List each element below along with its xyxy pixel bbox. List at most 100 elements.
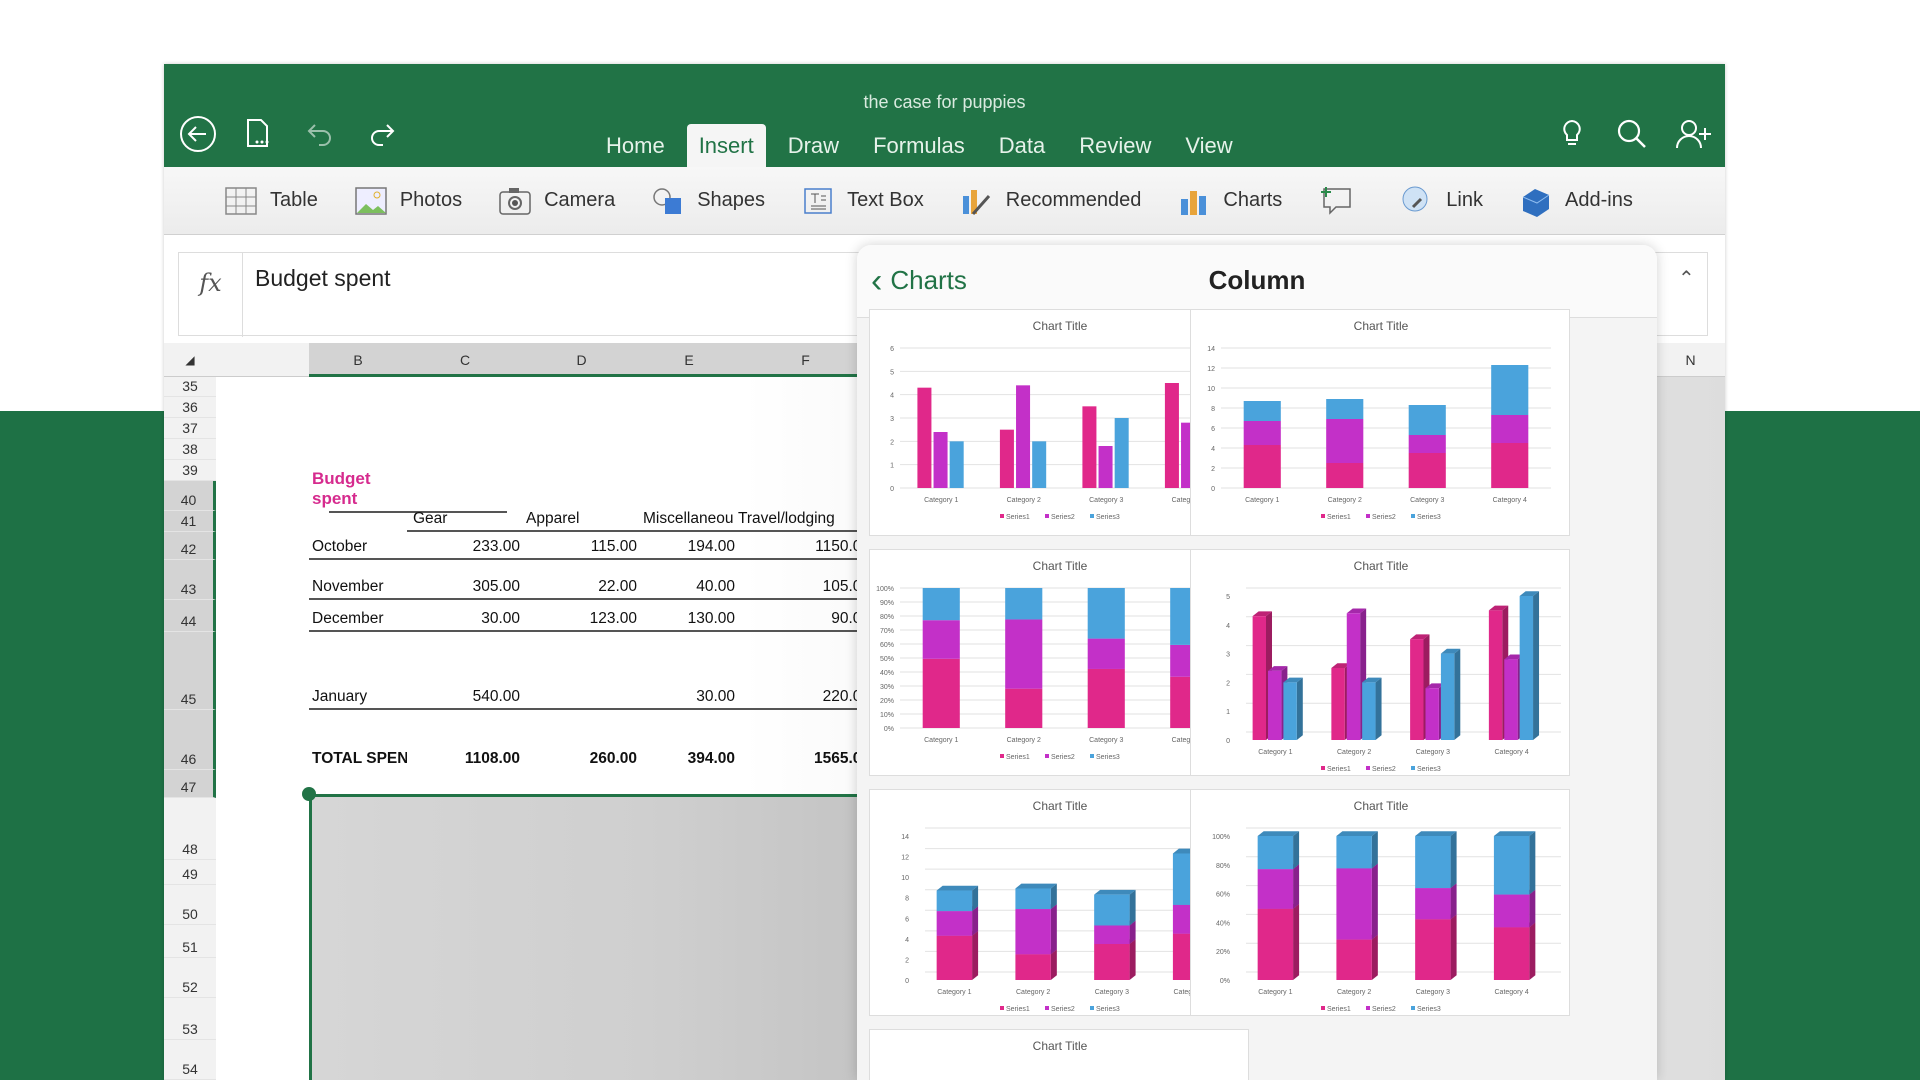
bar-series2-3 xyxy=(1098,446,1113,488)
undo-icon[interactable] xyxy=(300,114,340,154)
add-ins-button[interactable]: Add-ins xyxy=(1519,186,1633,217)
chart-option-percent[interactable]: Chart Title 0% 10% 20% 30% 40% 50% 60% 70% 80% 90%… xyxy=(869,549,1249,776)
shapes-icon xyxy=(651,186,685,216)
title-underline xyxy=(329,511,507,513)
chart-option-stacked[interactable]: Chart Title 0 2 4 6 8 10 12 14 Category 1 Category… xyxy=(1190,309,1570,536)
chart-option-percent-3d[interactable]: Chart Title 0% 20% 40% 60% 80% 100% Category 1 C… xyxy=(1190,789,1570,1016)
row-header-40[interactable]: 40 xyxy=(164,481,216,511)
lightbulb-icon[interactable] xyxy=(1552,114,1592,154)
cell-value: 105.00 xyxy=(738,560,873,600)
tab-view[interactable]: View xyxy=(1185,133,1233,158)
bar-series2-2 xyxy=(1015,909,1051,955)
column-header-d[interactable]: D xyxy=(523,343,640,377)
bar-series1-2 xyxy=(999,429,1014,488)
bar-side xyxy=(1050,949,1057,980)
bar-series2-2 xyxy=(1336,868,1372,940)
bar-top xyxy=(1015,883,1057,889)
row-header-43[interactable]: 43 xyxy=(164,560,216,600)
legend-swatch xyxy=(1321,766,1325,770)
redo-icon[interactable] xyxy=(362,114,402,154)
column-header-b[interactable]: B xyxy=(309,343,407,377)
bar-series3-1 xyxy=(1243,401,1281,421)
row-header-45[interactable]: 45 xyxy=(164,632,216,710)
link-button[interactable]: Link xyxy=(1400,186,1483,216)
tab-review[interactable]: Review xyxy=(1079,133,1152,158)
row-header-41[interactable]: 41 xyxy=(164,511,216,532)
row-header-42[interactable]: 42 xyxy=(164,532,216,560)
bar-side xyxy=(1371,831,1378,869)
bar-top xyxy=(1252,611,1273,617)
search-icon[interactable] xyxy=(1612,114,1652,154)
fx-icon[interactable]: fx xyxy=(179,253,243,337)
bar-series2-1 xyxy=(1243,421,1281,445)
bar-series2-1 xyxy=(933,432,948,488)
cell-value: 22.00 xyxy=(523,560,640,600)
formula-input[interactable]: Budget spent xyxy=(255,265,391,291)
row-header-53[interactable]: 53 xyxy=(164,998,216,1040)
legend-swatch xyxy=(1090,1006,1094,1010)
back-to-charts-button[interactable]: ‹ Charts xyxy=(871,264,967,298)
text-box-button[interactable]: Text Box xyxy=(801,186,924,216)
photos-button[interactable]: Photos xyxy=(354,186,462,216)
collapse-chevron-icon[interactable]: ⌃ xyxy=(1678,268,1695,290)
y-tick-label: 1 xyxy=(1226,709,1230,716)
recommended-button[interactable]: Recommended xyxy=(960,186,1141,216)
y-tick-label: 12 xyxy=(1207,366,1215,373)
column-header-f[interactable]: F xyxy=(738,343,873,377)
row-header-54[interactable]: 54 xyxy=(164,1040,216,1080)
tab-draw[interactable]: Draw xyxy=(787,133,840,158)
row-header-48[interactable]: 48 xyxy=(164,798,216,860)
column-header-c[interactable]: C xyxy=(407,343,523,377)
row-header-49[interactable]: 49 xyxy=(164,860,216,885)
tab-home[interactable]: Home xyxy=(606,133,665,158)
row-header-44[interactable]: 44 xyxy=(164,600,216,632)
charts-button[interactable]: Charts xyxy=(1177,186,1282,216)
x-tick-label: Category 3 xyxy=(1095,989,1129,996)
row-header-36[interactable]: 36 xyxy=(164,397,216,418)
row-header-50[interactable]: 50 xyxy=(164,885,216,925)
selection-handle-top-left[interactable] xyxy=(302,787,316,801)
file-icon[interactable] xyxy=(238,114,278,154)
cell-value: 90.00 xyxy=(738,600,873,632)
total-value: 1108.00 xyxy=(464,750,520,767)
y-tick-label: 8 xyxy=(1211,406,1215,413)
row-header-52[interactable]: 52 xyxy=(164,958,216,998)
camera-button[interactable]: Camera xyxy=(498,186,615,216)
cell-value: 40.00 xyxy=(640,560,738,600)
insert-toolbar: Table Photos Camera Shapes Text Box Recommend… xyxy=(164,167,1725,235)
tab-formulas[interactable]: Formulas xyxy=(873,133,965,158)
row-header-38[interactable]: 38 xyxy=(164,439,216,460)
back-icon[interactable] xyxy=(178,114,218,154)
legend-swatch xyxy=(1411,514,1415,518)
row-header-35[interactable]: 35 xyxy=(164,377,216,397)
bar-series1-1 xyxy=(922,658,960,728)
camera-icon xyxy=(498,186,532,216)
bar-series2-3 xyxy=(1408,435,1446,453)
legend-label: Series1 xyxy=(1327,514,1351,521)
column-header-n[interactable]: N xyxy=(1656,343,1725,377)
chart-option-clustered-3d[interactable]: Chart Title 0 1 2 3 4 5 Category 1 Category 2 Cat… xyxy=(1190,549,1570,776)
y-tick-label: 0% xyxy=(1220,978,1230,985)
bar-series1-3 xyxy=(1408,453,1446,488)
shapes-button[interactable]: Shapes xyxy=(651,186,765,216)
chart-option-partial[interactable]: Chart Title xyxy=(869,1029,1249,1080)
bar-series3-4 xyxy=(1519,596,1534,740)
chart-title: Chart Title xyxy=(1354,799,1409,813)
tab-data[interactable]: Data xyxy=(998,133,1046,158)
row-header-51[interactable]: 51 xyxy=(164,925,216,958)
chart-option-clustered[interactable]: Chart Title 0 1 2 3 4 5 6 Category 1 Category 2 Ca… xyxy=(869,309,1249,536)
row-header-37[interactable]: 37 xyxy=(164,418,216,439)
table-button[interactable]: Table xyxy=(224,186,318,216)
x-tick-label: Category 2 xyxy=(1328,497,1362,504)
row-header-46[interactable]: 46 xyxy=(164,710,216,770)
new-comment-button[interactable] xyxy=(1318,186,1364,216)
row-header-47[interactable]: 47 xyxy=(164,770,216,798)
share-user-icon[interactable] xyxy=(1674,114,1714,154)
select-all-corner[interactable]: ◢ xyxy=(185,353,195,367)
column-header-e[interactable]: E xyxy=(640,343,738,377)
legend-label: Series3 xyxy=(1417,766,1441,773)
row-header-39[interactable]: 39 xyxy=(164,460,216,481)
tab-insert[interactable]: Insert xyxy=(686,124,766,167)
legend-swatch xyxy=(1411,766,1415,770)
table-selection[interactable]: Budget spent Gear Apparel Miscellaneou Trave… xyxy=(309,469,874,1080)
